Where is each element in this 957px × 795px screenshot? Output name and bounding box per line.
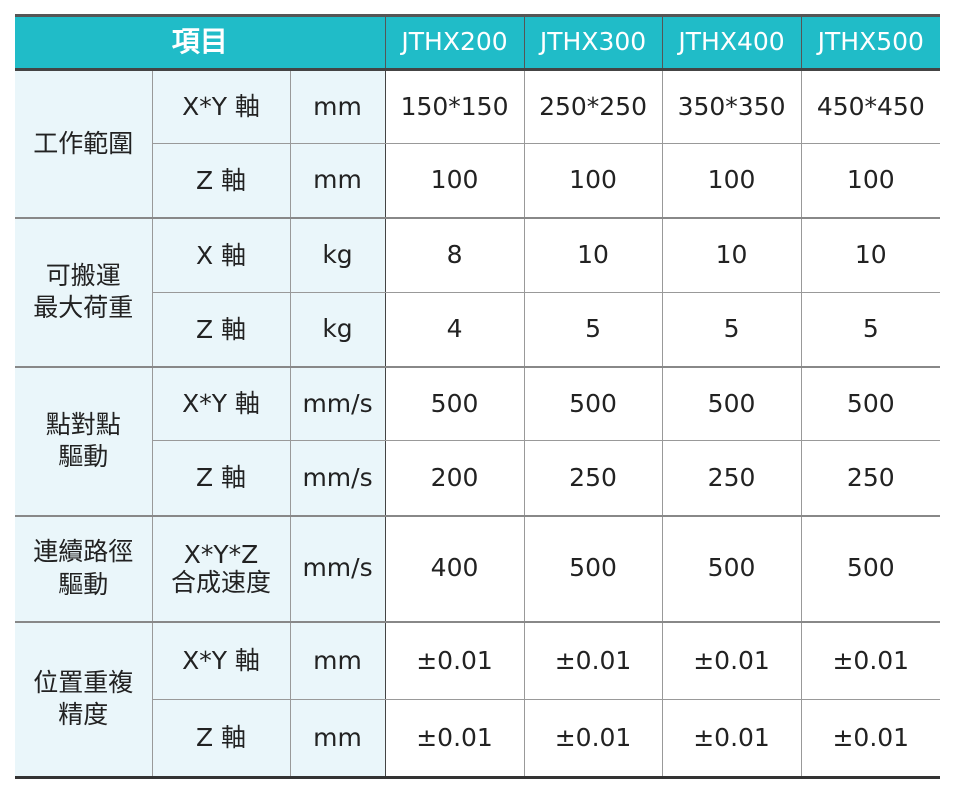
axis-label: Z 軸 [151, 440, 291, 516]
group-label: 點對點 驅動 [15, 365, 153, 516]
table-row: 點對點 驅動 X*Y 軸 mm/s 500 500 500 500 [15, 365, 941, 516]
unit-label: mm/s [289, 514, 386, 622]
unit-label: mm/s [289, 365, 386, 441]
value-cell: ±0.01 [523, 620, 663, 700]
value-cell: 100 [384, 143, 525, 218]
value-cell: 10 [661, 216, 802, 293]
table-row: 位置重複 精度 X*Y 軸 mm ±0.01 ±0.01 ±0.01 ±0.01 [15, 620, 941, 779]
header-model: JTHX300 [523, 14, 663, 71]
header-model: JTHX500 [800, 14, 941, 71]
value-cell: 500 [800, 365, 941, 441]
table-row: Z 軸 kg 4 5 5 5 [15, 292, 941, 367]
value-cell: 250*250 [523, 68, 663, 144]
value-cell: 250 [661, 440, 802, 516]
value-cell: 250 [523, 440, 663, 516]
value-cell: 500 [661, 365, 802, 441]
value-cell: ±0.01 [800, 620, 941, 700]
header-model: JTHX400 [661, 14, 802, 71]
unit-label: kg [289, 292, 386, 367]
value-cell: 5 [523, 292, 663, 367]
group-label: 位置重複 精度 [15, 620, 153, 779]
group-label: 連續路徑 驅動 [15, 514, 153, 622]
table-row: 連續路徑 驅動 X*Y*Z 合成速度 mm/s 400 500 500 500 [15, 514, 941, 622]
group-label: 可搬運 最大荷重 [15, 216, 153, 367]
axis-label: X*Y*Z 合成速度 [151, 514, 291, 622]
axis-label: Z 軸 [151, 699, 291, 779]
value-cell: 450*450 [800, 68, 941, 144]
value-cell: ±0.01 [384, 620, 525, 700]
unit-label: mm [289, 699, 386, 779]
value-cell: 500 [523, 365, 663, 441]
value-cell: ±0.01 [523, 699, 663, 779]
header-row: 項目 JTHX200 JTHX300 JTHX400 JTHX500 [15, 14, 941, 71]
axis-label: Z 軸 [151, 143, 291, 218]
table-row: Z 軸 mm ±0.01 ±0.01 ±0.01 ±0.01 [15, 699, 941, 779]
unit-label: mm/s [289, 440, 386, 516]
unit-label: mm [289, 143, 386, 218]
value-cell: 250 [800, 440, 941, 516]
header-model: JTHX200 [384, 14, 525, 71]
value-cell: 150*150 [384, 68, 525, 144]
table-row: 工作範圍 X*Y 軸 mm 150*150 250*250 350*350 450*450 [15, 68, 941, 218]
value-cell: 4 [384, 292, 525, 367]
spec-table: 項目 JTHX200 JTHX300 JTHX400 JTHX500 工作範圍 X… [15, 14, 941, 779]
value-cell: 500 [384, 365, 525, 441]
value-cell: 10 [523, 216, 663, 293]
axis-label: X*Y 軸 [151, 620, 291, 700]
value-cell: 500 [523, 514, 663, 622]
value-cell: ±0.01 [661, 699, 802, 779]
table-row: Z 軸 mm 100 100 100 100 [15, 143, 941, 218]
value-cell: 500 [661, 514, 802, 622]
header-item: 項目 [15, 14, 386, 71]
value-cell: 5 [800, 292, 941, 367]
unit-label: kg [289, 216, 386, 293]
value-cell: 100 [800, 143, 941, 218]
value-cell: 100 [661, 143, 802, 218]
value-cell: 200 [384, 440, 525, 516]
table-row: Z 軸 mm/s 200 250 250 250 [15, 440, 941, 516]
group-label: 工作範圍 [15, 68, 153, 218]
value-cell: 5 [661, 292, 802, 367]
axis-label: X 軸 [151, 216, 291, 293]
unit-label: mm [289, 620, 386, 700]
unit-label: mm [289, 68, 386, 144]
value-cell: 10 [800, 216, 941, 293]
value-cell: 8 [384, 216, 525, 293]
value-cell: 500 [800, 514, 941, 622]
value-cell: ±0.01 [800, 699, 941, 779]
value-cell: ±0.01 [661, 620, 802, 700]
axis-label: X*Y 軸 [151, 68, 291, 144]
axis-label: X*Y 軸 [151, 365, 291, 441]
axis-label: Z 軸 [151, 292, 291, 367]
value-cell: 100 [523, 143, 663, 218]
value-cell: 350*350 [661, 68, 802, 144]
value-cell: 400 [384, 514, 525, 622]
value-cell: ±0.01 [384, 699, 525, 779]
table-row: 可搬運 最大荷重 X 軸 kg 8 10 10 10 [15, 216, 941, 367]
